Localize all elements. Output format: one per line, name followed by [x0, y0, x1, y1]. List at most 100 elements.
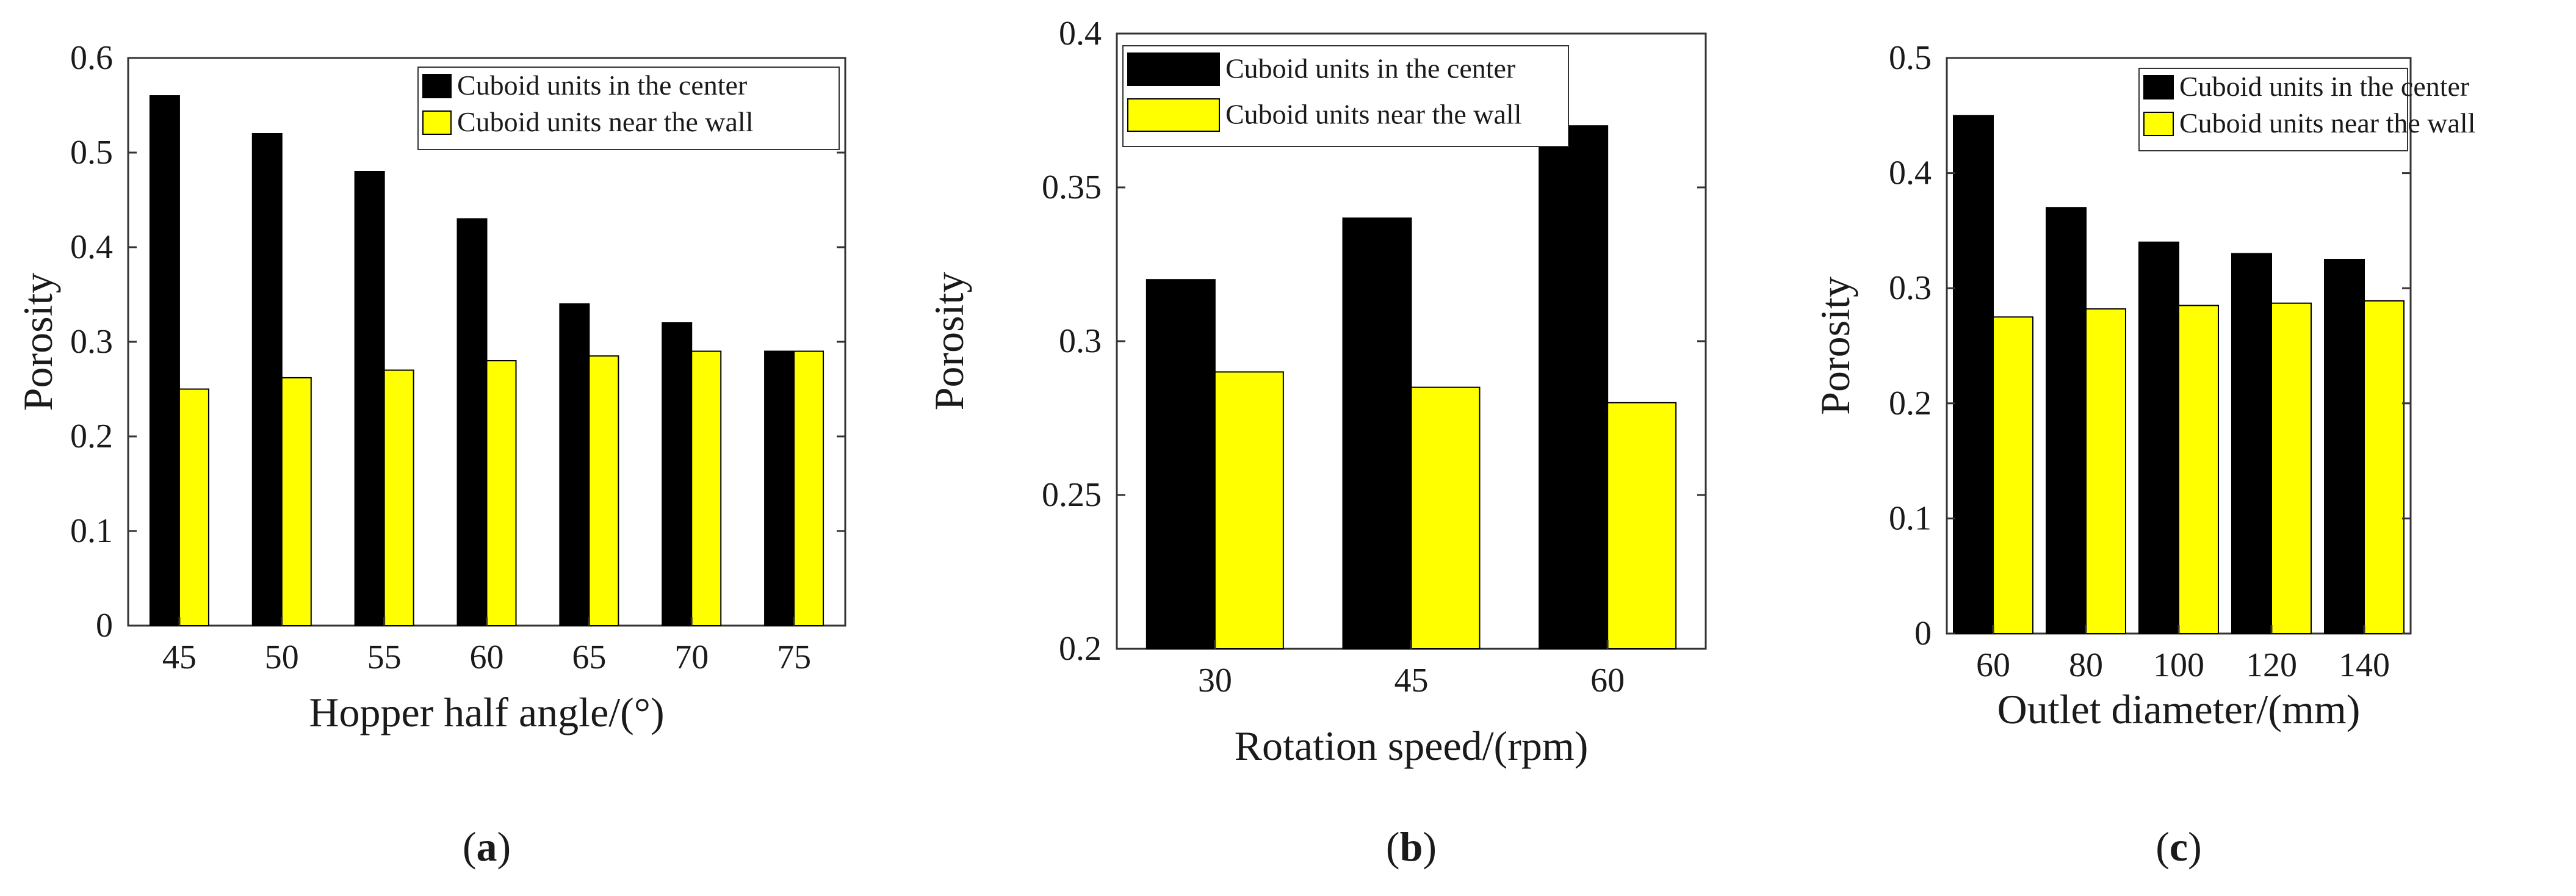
- x-tick-label: 70: [674, 638, 709, 676]
- bar-center: [559, 303, 590, 626]
- legend-label-wall: Cuboid units near the wall: [2179, 107, 2475, 139]
- bar-wall: [2364, 300, 2405, 635]
- bar-wall: [2178, 305, 2219, 634]
- chart-panel-a: 45 50 55 60 65 70 75 0 0.1 0.2 0.3 0.4 0.5 0.6 Hopper …: [15, 39, 846, 870]
- bar-wall: [486, 360, 517, 626]
- y-tick-label: 0.35: [1042, 168, 1102, 206]
- panel-label-close: ): [1423, 823, 1437, 870]
- bar-center: [354, 171, 385, 626]
- bar-wall: [1993, 316, 2033, 634]
- x-axis-label: Hopper half angle/(°): [309, 689, 664, 735]
- panel-label-open: (: [2156, 823, 2170, 870]
- bar-wall: [2085, 308, 2126, 634]
- chart-panel-b: 30 45 60 0.2 0.25 0.3 0.35 0.4 Rotation speed/(r…: [926, 15, 1707, 870]
- bar-wall: [691, 350, 722, 626]
- bar-center: [662, 322, 693, 626]
- x-tick-label: 60: [1976, 646, 2010, 684]
- legend-swatch-wall: [2143, 112, 2174, 136]
- x-tick-label: 55: [367, 638, 402, 676]
- legend-label-wall: Cuboid units near the wall: [1225, 99, 1521, 130]
- y-tick-label: 0.1: [1889, 499, 1932, 537]
- y-tick-label: 0: [1914, 615, 1932, 652]
- legend-swatch-wall: [422, 110, 452, 135]
- x-tick-label: 65: [572, 638, 606, 676]
- y-axis-label: Porosity: [926, 272, 972, 411]
- bar-center: [2231, 253, 2272, 634]
- panel-label-open: (: [463, 823, 477, 870]
- panel-label-open: (: [1386, 823, 1400, 870]
- y-tick-label: 0.3: [1059, 322, 1102, 360]
- bar-wall: [178, 388, 209, 626]
- legend-box: [417, 67, 840, 150]
- y-tick-label: 0.2: [1059, 630, 1102, 668]
- x-tick-label: 140: [2339, 646, 2390, 684]
- y-tick-label: 0: [96, 607, 113, 645]
- y-tick-label: 0.4: [1889, 154, 1932, 192]
- panel-label: (c): [2156, 823, 2202, 870]
- bar-wall: [281, 377, 312, 627]
- bar-center: [1539, 125, 1609, 649]
- legend-swatch-center: [422, 74, 452, 98]
- bar-wall: [793, 350, 824, 626]
- y-tick-label: 0.1: [70, 512, 113, 550]
- bar-wall: [1214, 371, 1284, 650]
- bar-wall: [383, 369, 414, 626]
- y-tick-label: 0.3: [1889, 269, 1932, 307]
- bar-center: [1953, 115, 1994, 635]
- legend-swatch-center: [1127, 52, 1220, 86]
- panel-label-letter: c: [2170, 823, 2188, 870]
- x-tick-label: 30: [1198, 662, 1232, 699]
- x-tick-label: 45: [162, 638, 197, 676]
- bar-center: [2138, 241, 2179, 634]
- x-axis-label: Outlet diameter/(mm): [1997, 686, 2361, 732]
- y-tick-label: 0.2: [70, 417, 113, 455]
- y-axis-label: Porosity: [15, 273, 61, 411]
- legend-label-center: Cuboid units in the center: [2179, 71, 2469, 102]
- bar-center: [1145, 279, 1216, 649]
- bar-wall: [1607, 402, 1677, 649]
- y-tick-label: 0.25: [1042, 476, 1102, 514]
- y-tick-label: 0.3: [70, 323, 113, 361]
- x-tick-label: 120: [2246, 646, 2297, 684]
- panel-label-close: ): [2188, 823, 2202, 870]
- y-tick-label: 0.5: [1889, 39, 1932, 77]
- legend-label-center: Cuboid units in the center: [457, 70, 747, 101]
- legend-swatch-wall: [1127, 98, 1220, 132]
- x-tick-label: 60: [470, 638, 504, 676]
- y-tick-label: 0.6: [70, 39, 113, 77]
- x-axis-label: Rotation speed/(rpm): [1235, 723, 1589, 769]
- panel-label: (b): [1386, 823, 1437, 870]
- bar-center: [764, 350, 795, 626]
- bar-center: [251, 133, 283, 626]
- y-tick-label: 0.4: [1059, 15, 1102, 52]
- y-tick-label: 0.4: [70, 228, 113, 266]
- bar-center: [456, 218, 488, 626]
- x-tick-label: 45: [1394, 662, 1429, 699]
- x-tick-label: 75: [777, 638, 811, 676]
- bar-center: [2046, 207, 2087, 634]
- y-tick-label: 0.5: [70, 134, 113, 172]
- chart-panel-c: 60 80 100 120 140 0 0.1 0.2 0.3 0.4 0.5 Outlet diam…: [1812, 39, 2475, 870]
- bar-wall: [588, 355, 619, 626]
- y-tick-label: 0.2: [1889, 385, 1932, 422]
- x-tick-label: 60: [1590, 662, 1625, 699]
- legend-label-center: Cuboid units in the center: [1225, 53, 1515, 84]
- panel-label-close: ): [497, 823, 511, 870]
- legend-swatch-center: [2143, 75, 2174, 99]
- bar-center: [2324, 259, 2365, 634]
- panel-label-letter: b: [1400, 823, 1423, 870]
- panel-label: (a): [463, 823, 511, 870]
- legend: Cuboid units in the center Cuboid units n…: [417, 67, 840, 150]
- x-tick-label: 50: [265, 638, 299, 676]
- bar-center: [1342, 217, 1412, 649]
- bar-wall: [2271, 302, 2312, 634]
- bar-wall: [1410, 386, 1481, 649]
- x-tick-label: 100: [2153, 646, 2204, 684]
- legend: Cuboid units in the center Cuboid units n…: [1122, 45, 1569, 147]
- panel-label-letter: a: [477, 823, 497, 870]
- legend-box: [2138, 68, 2408, 151]
- bar-center: [149, 95, 180, 626]
- legend-label-wall: Cuboid units near the wall: [457, 106, 753, 137]
- x-tick-label: 80: [2069, 646, 2103, 684]
